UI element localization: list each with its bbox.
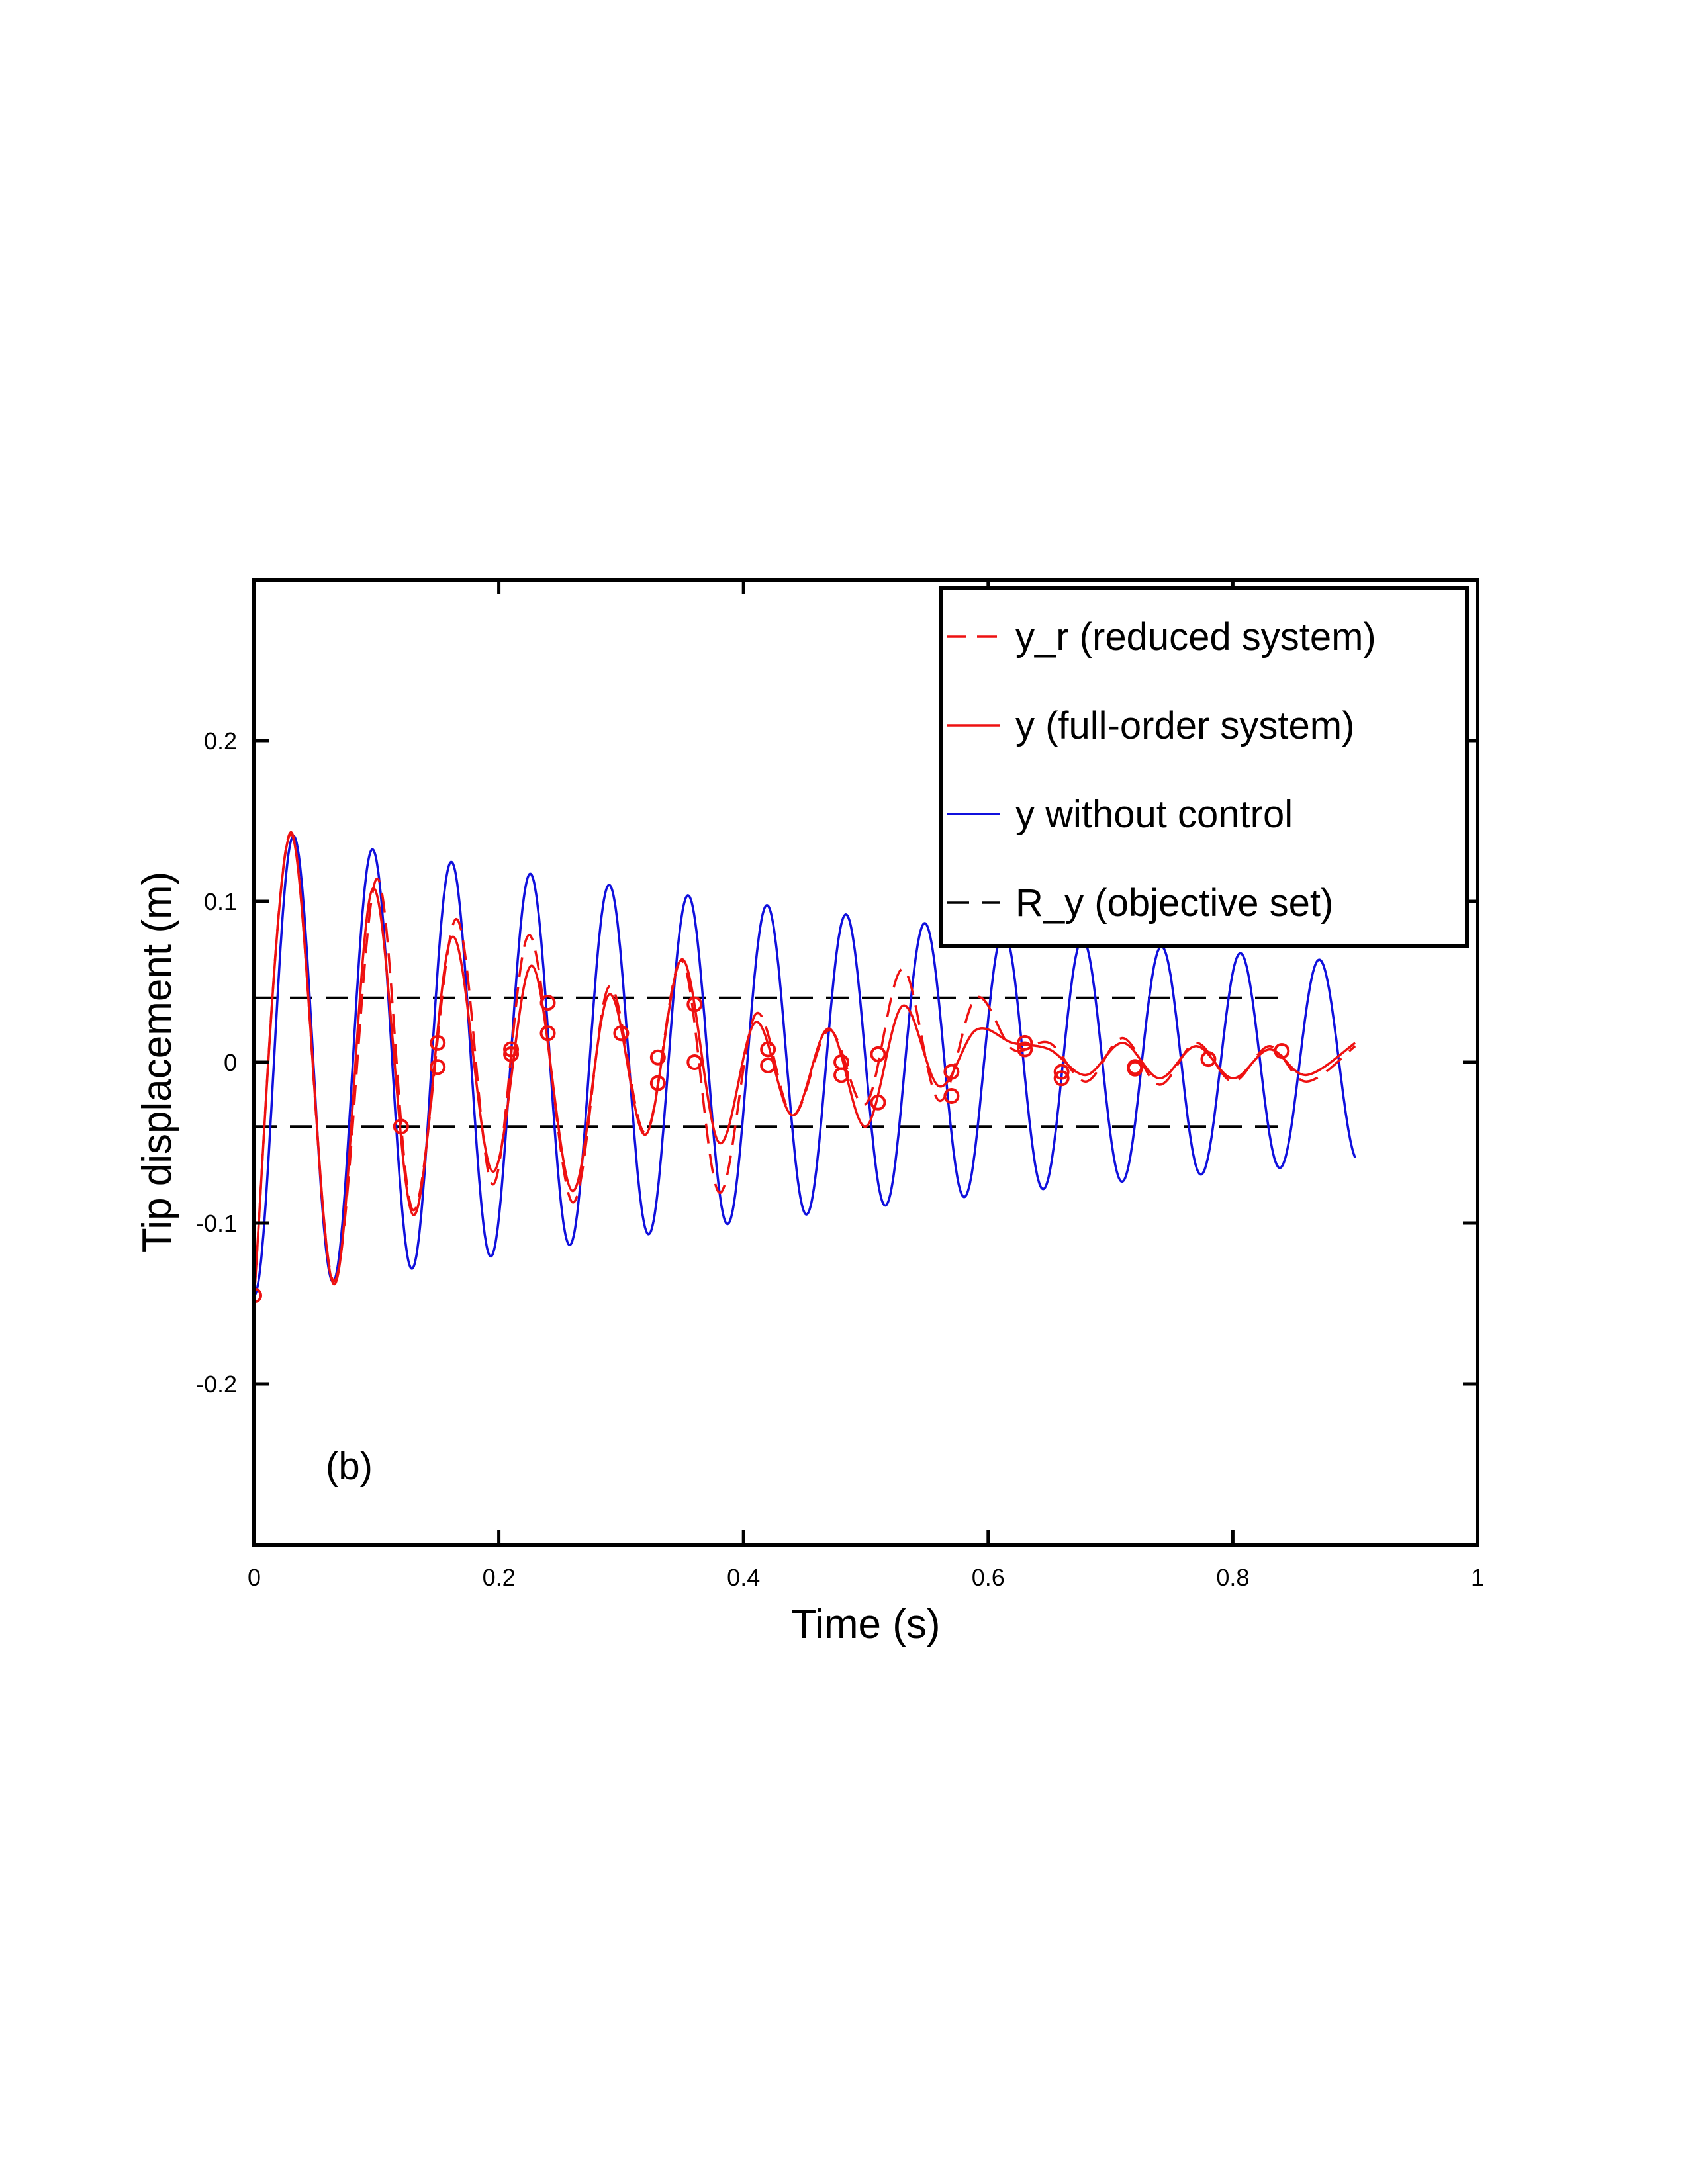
switch-marker	[393, 1118, 409, 1135]
switch-marker	[870, 1046, 886, 1062]
switch-marker	[430, 1034, 446, 1051]
switch-marker	[539, 1025, 556, 1042]
switch-marker	[430, 1059, 446, 1075]
x-tick-label: 1	[1471, 1564, 1484, 1591]
switch-marker	[503, 1046, 520, 1062]
legend: y_r (reduced system) y (full-order system…	[939, 586, 1469, 948]
x-tick-label: 0.8	[1216, 1564, 1249, 1591]
series-without-control	[254, 835, 1356, 1297]
y-axis-title: Tip displacement (m)	[134, 872, 180, 1253]
x-tick-label: 0.4	[727, 1564, 760, 1591]
legend-label: y (full-order system)	[1015, 704, 1354, 747]
switch-marker	[503, 1041, 520, 1058]
y-tick-label: -0.1	[196, 1210, 237, 1237]
y-tick-label: 0.1	[204, 888, 237, 915]
x-tick-label: 0	[248, 1564, 261, 1591]
switch-marker	[686, 996, 703, 1013]
y-tick-label: 0.2	[204, 727, 237, 754]
switch-marker	[1274, 1042, 1290, 1059]
x-tick-label: 0.2	[483, 1564, 516, 1591]
legend-box	[939, 586, 1469, 948]
switch-marker	[833, 1067, 850, 1083]
series-full-order-system	[254, 833, 1356, 1296]
objective-set-lines	[254, 996, 1282, 1128]
switch-marker	[760, 1041, 776, 1058]
legend-label: y without control	[1015, 793, 1293, 836]
y-tick-label: 0	[224, 1049, 237, 1076]
switch-marker	[870, 1094, 886, 1111]
switch-marker	[943, 1064, 960, 1080]
y-tick-label: -0.2	[196, 1371, 237, 1398]
line-full-order-system	[254, 833, 1356, 1296]
switch-marker	[1200, 1051, 1217, 1068]
switch-marker	[1017, 1041, 1033, 1058]
switch-marker	[1053, 1070, 1070, 1087]
switch-marker	[1053, 1064, 1070, 1080]
switch-marker	[649, 1049, 666, 1066]
switch-marker	[686, 1054, 703, 1070]
switch-marker	[943, 1088, 960, 1105]
switch-marker	[1127, 1060, 1143, 1077]
switch-markers	[254, 995, 1290, 1304]
legend-label: y_r (reduced system)	[1015, 615, 1376, 659]
switch-marker	[760, 1057, 776, 1073]
switch-marker	[539, 995, 556, 1011]
switch-marker	[254, 1287, 262, 1304]
legend-label: R_y (objective set)	[1015, 882, 1333, 925]
switch-marker	[649, 1075, 666, 1091]
axis-tick-labels: 0 0.2 0.4 0.6 0.8 1 -0.2 -0.1 0 0.1 0.2	[196, 727, 1484, 1591]
switch-marker	[613, 1025, 630, 1042]
x-tick-label: 0.6	[972, 1564, 1005, 1591]
x-axis-title: Time (s)	[792, 1602, 941, 1647]
switch-marker	[1017, 1034, 1033, 1051]
panel-label: (b)	[326, 1445, 373, 1488]
line-without-control	[254, 835, 1356, 1297]
